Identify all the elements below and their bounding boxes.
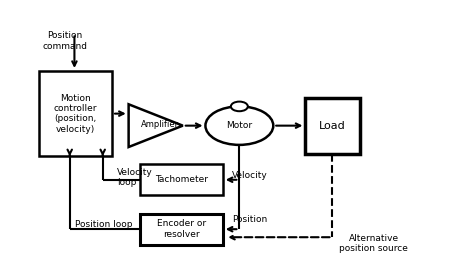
Polygon shape [128, 104, 183, 147]
Text: Tachometer: Tachometer [155, 175, 208, 184]
Text: Amplifier: Amplifier [141, 120, 180, 129]
Text: Load: Load [319, 121, 346, 131]
Bar [140, 164, 223, 195]
Text: Position loop: Position loop [75, 220, 133, 229]
Text: Encoder or
resolver: Encoder or resolver [157, 220, 206, 239]
Bar [305, 97, 359, 154]
Text: Position: Position [232, 215, 267, 224]
Text: Motion
controller
(position,
velocity): Motion controller (position, velocity) [54, 93, 97, 134]
Text: Velocity: Velocity [232, 171, 268, 180]
Text: Motor: Motor [226, 121, 253, 130]
Bar [140, 214, 223, 245]
Text: Velocity
loop: Velocity loop [117, 168, 153, 187]
Text: Alternative
position source: Alternative position source [339, 234, 408, 253]
Circle shape [231, 102, 248, 111]
Text: Position
command: Position command [43, 31, 88, 50]
Circle shape [205, 106, 273, 145]
Bar [39, 71, 112, 156]
